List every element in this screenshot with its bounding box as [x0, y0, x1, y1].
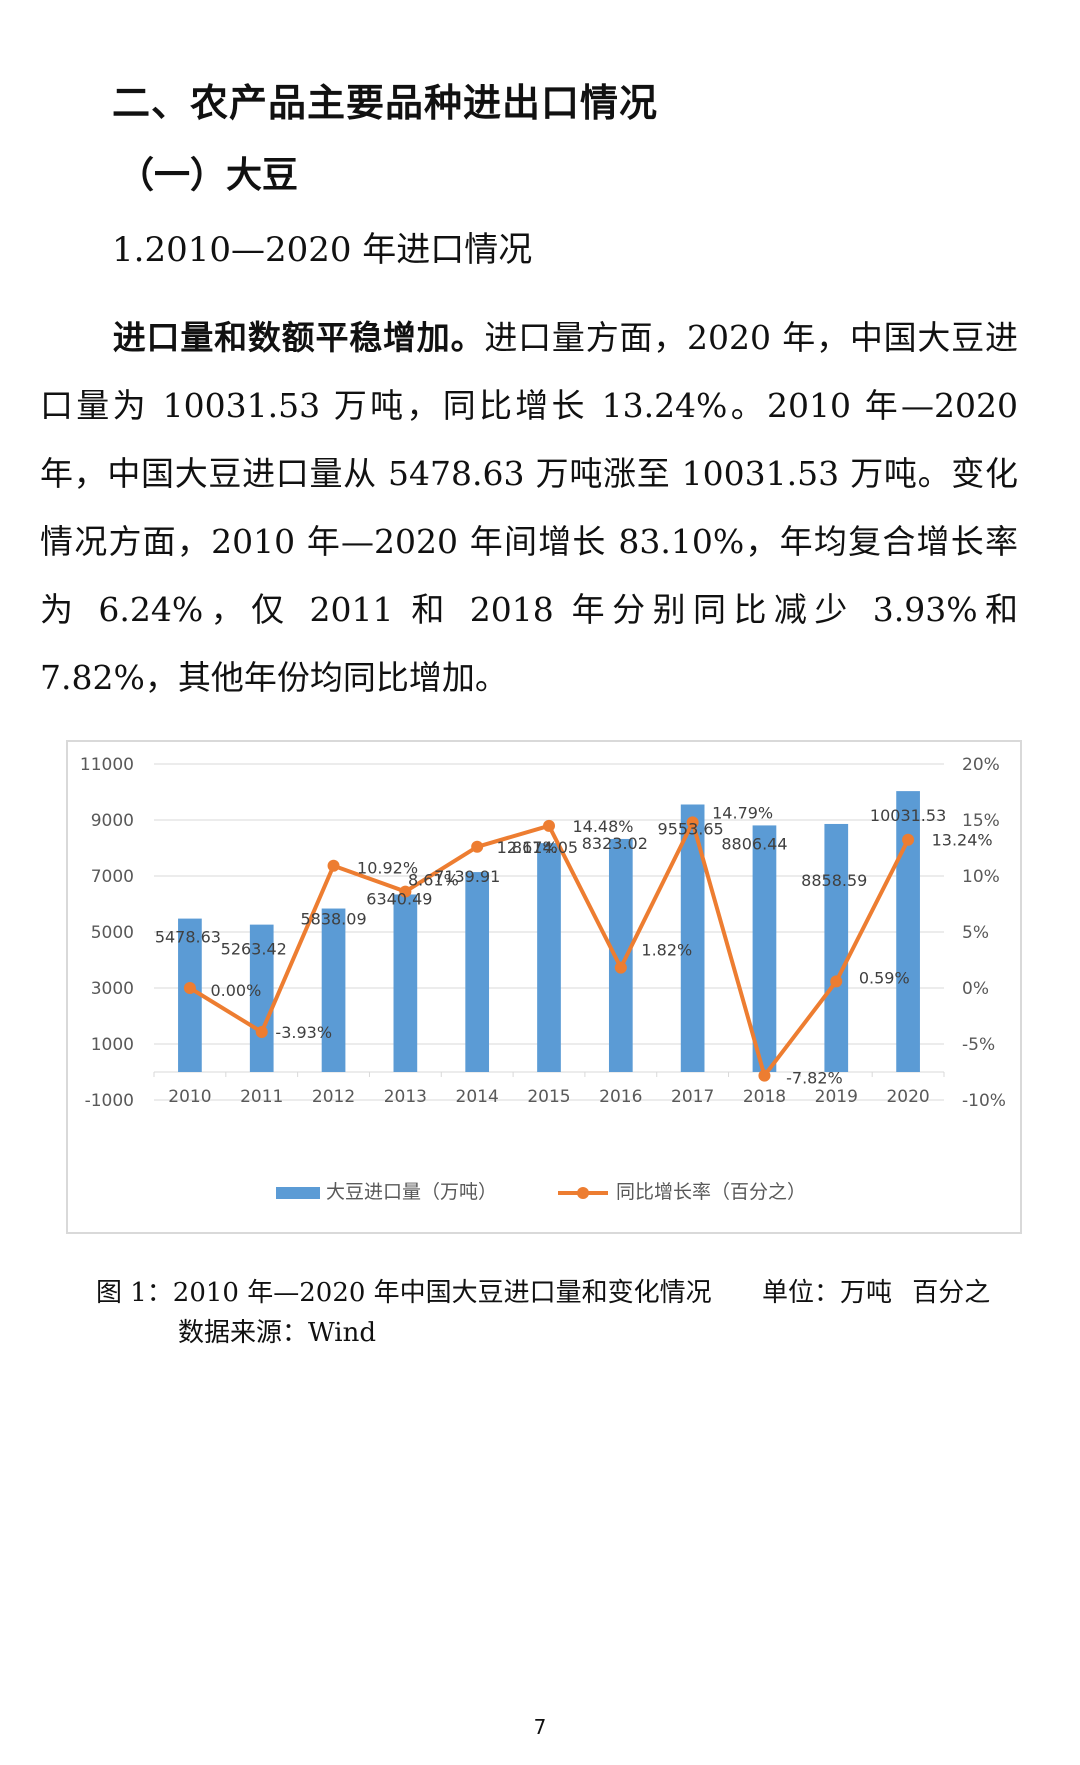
y-right-tick-label: 20% [962, 755, 1000, 775]
growth-rate-point [255, 1026, 268, 1039]
growth-rate-point [614, 961, 627, 974]
y-left-tick-label: 5000 [91, 923, 134, 943]
line-value-label: 8.61% [408, 871, 459, 890]
section-subtitle: 1.2010—2020 年进口情况 [112, 230, 533, 270]
line-value-label: -7.82% [786, 1069, 843, 1088]
line-value-label: -3.93% [275, 1023, 332, 1042]
growth-rate-point [399, 885, 412, 898]
growth-rate-point [830, 975, 843, 988]
bar [178, 918, 202, 1072]
line-value-label: 0.00% [210, 981, 261, 1000]
bar [393, 894, 418, 1072]
bar-value-label: 8858.59 [801, 871, 867, 890]
x-tick-label: 2018 [743, 1087, 786, 1107]
x-tick-label: 2015 [527, 1087, 570, 1107]
growth-rate-point [902, 833, 915, 846]
figure-unit: 单位：万吨 百分之 [762, 1278, 991, 1308]
paragraph-lead: 进口量和数额平稳增加。 [112, 318, 485, 357]
page-number: 7 [533, 1715, 547, 1739]
bar-value-label: 5478.63 [155, 928, 221, 947]
legend-bar-swatch [276, 1187, 320, 1199]
x-tick-label: 2017 [671, 1087, 714, 1107]
body-paragraph: 进口量和数额平稳增加。进口量方面，2020 年，中国大豆进口量为 10031.5… [40, 304, 1018, 712]
paragraph-body: 进口量方面，2020 年，中国大豆进口量为 10031.53 万吨，同比增长 1… [40, 318, 1018, 697]
legend-line-marker [577, 1187, 589, 1199]
line-value-label: 0.59% [859, 968, 910, 987]
growth-rate-point [543, 819, 555, 832]
x-tick-label: 2019 [815, 1087, 858, 1107]
line-value-label: 10.92% [357, 859, 418, 878]
growth-rate-point [686, 816, 699, 829]
bar [752, 825, 777, 1072]
bar-value-label: 8174.05 [512, 838, 578, 857]
bar [824, 823, 849, 1072]
y-right-tick-label: 0% [962, 979, 989, 999]
bar-value-label: 7139.91 [434, 867, 500, 886]
growth-rate-point [758, 1069, 771, 1082]
bar [537, 843, 561, 1072]
section-heading: 二、农产品主要品种进出口情况 [112, 81, 659, 125]
y-left-tick-label: 1000 [91, 1035, 134, 1055]
bar-value-label: 8323.02 [582, 834, 648, 853]
growth-rate-point [183, 982, 196, 994]
growth-rate-point [471, 840, 484, 853]
line-value-label: 12.61% [497, 838, 558, 857]
bar-value-label: 10031.53 [870, 806, 946, 825]
data-source: 数据来源：Wind [178, 1318, 376, 1348]
y-left-tick-label: 11000 [80, 755, 134, 775]
y-right-tick-label: 10% [962, 867, 1000, 887]
soybean-import-chart: 11000 20% 9000 15% 7000 10% 5000 5% 3000 0% 1000 -5… [80, 755, 1006, 1203]
bar-value-label: 9553.65 [658, 819, 724, 838]
bar [896, 791, 920, 1072]
legend-bar-label: 大豆进口量（万吨） [326, 1181, 497, 1203]
x-tick-label: 2014 [456, 1087, 499, 1107]
bar [249, 924, 274, 1072]
y-left-tick-label: 3000 [91, 979, 134, 999]
x-tick-label: 2020 [886, 1087, 929, 1107]
bar-value-label: 6340.49 [366, 889, 432, 908]
bar-value-label: 8806.44 [721, 834, 787, 853]
y-left-tick-label: 9000 [91, 811, 134, 831]
bar [321, 908, 346, 1072]
line-value-label: 13.24% [932, 831, 993, 850]
x-tick-label: 2012 [312, 1087, 355, 1107]
y-right-tick-label: 15% [962, 811, 1000, 831]
bar [465, 872, 490, 1072]
line-value-label: 14.79% [712, 803, 773, 822]
x-tick-label: 2010 [168, 1087, 211, 1107]
x-tick-label: 2011 [240, 1087, 283, 1107]
bar-value-label: 5263.42 [221, 940, 287, 959]
y-left-tick-label: -1000 [85, 1091, 134, 1111]
subsection-heading: （一）大豆 [118, 155, 299, 196]
x-tick-label: 2016 [599, 1087, 642, 1107]
line-value-label: 14.48% [572, 817, 633, 836]
line-value-label: 1.82% [641, 941, 692, 960]
chart-container: 11000 20% 9000 15% 7000 10% 5000 5% 3000 0% 1000 -5… [66, 740, 1022, 1234]
y-left-tick-label: 7000 [91, 867, 134, 887]
growth-rate-point [327, 859, 340, 872]
y-right-tick-label: 5% [962, 923, 989, 943]
y-right-tick-label: -10% [962, 1091, 1006, 1111]
bar [680, 804, 705, 1072]
bar-value-label: 5838.09 [300, 910, 366, 929]
x-tick-label: 2013 [384, 1087, 427, 1107]
legend-line-label: 同比增长率（百分之） [616, 1181, 806, 1203]
bar [608, 838, 633, 1072]
y-right-tick-label: -5% [962, 1035, 995, 1055]
figure-caption: 图 1：2010 年—2020 年中国大豆进口量和变化情况 [96, 1278, 712, 1308]
